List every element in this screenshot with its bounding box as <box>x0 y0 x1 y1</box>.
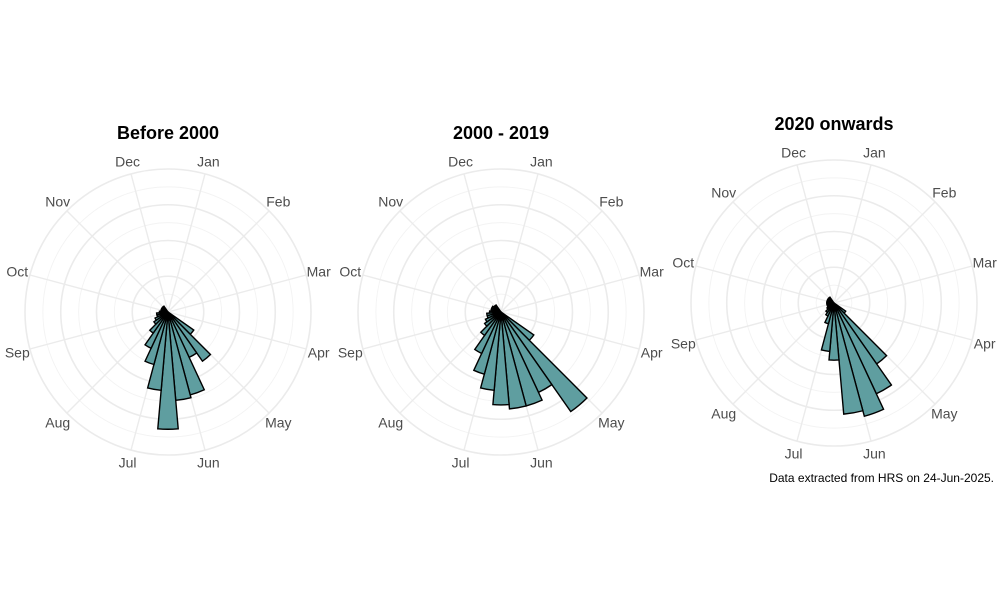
polar-panel-2020-onwards: 2020 onwards Jan Feb Mar Apr May Jun Jul Aug Sep… <box>671 114 997 462</box>
month-label: Feb <box>266 194 290 210</box>
month-label: Nov <box>378 194 403 210</box>
grid-spoke <box>66 210 169 313</box>
grid-spoke <box>695 265 835 304</box>
month-label: Apr <box>974 335 996 351</box>
month-label: Jul <box>452 455 470 471</box>
grid-ring <box>357 168 645 456</box>
month-label: Oct <box>6 264 28 280</box>
grid-spoke <box>130 173 169 313</box>
grid-spoke <box>362 311 502 350</box>
month-label: Mar <box>640 264 664 280</box>
month-label: Jul <box>119 455 137 471</box>
month-label: May <box>931 405 957 421</box>
month-label: Sep <box>671 335 696 351</box>
grid-spoke <box>399 210 502 313</box>
polar-grid <box>357 168 645 456</box>
bar <box>500 311 588 413</box>
month-label: Aug <box>378 414 403 430</box>
grid-spoke <box>833 302 973 341</box>
month-label: May <box>598 414 624 430</box>
grid-ring-minor <box>744 213 924 393</box>
month-label: Mar <box>973 255 997 271</box>
month-label: Jul <box>785 446 803 462</box>
month-label: Jan <box>863 144 886 160</box>
grid-ring <box>392 203 610 421</box>
bars <box>144 305 212 430</box>
month-label: Aug <box>711 405 736 421</box>
month-label: Dec <box>781 144 806 160</box>
grid-spoke <box>796 164 835 304</box>
month-label: Jan <box>530 153 553 169</box>
grid-spoke <box>167 210 270 313</box>
month-label: Jan <box>197 153 220 169</box>
grid-spoke <box>29 274 169 313</box>
grid-spoke <box>695 302 835 341</box>
month-label: Sep <box>5 344 30 360</box>
month-label: Feb <box>599 194 623 210</box>
grid-ring <box>690 159 978 447</box>
bar <box>828 302 840 361</box>
polar-panel-2000-2019: 2000 - 2019 Jan Feb Mar Apr May Jun Jul Aug Sep O… <box>338 123 664 471</box>
month-label: Nov <box>45 194 70 210</box>
grid-spoke <box>833 201 936 304</box>
month-label: Aug <box>45 414 70 430</box>
month-label: Dec <box>448 153 473 169</box>
panel-title: Before 2000 <box>117 123 219 143</box>
month-label: Oct <box>339 264 361 280</box>
month-label: Mar <box>307 264 331 280</box>
month-label: Oct <box>672 255 694 271</box>
grid-ring <box>24 168 312 456</box>
grid-ring-minor <box>708 177 960 429</box>
grid-spoke <box>167 274 307 313</box>
month-label: Nov <box>711 185 736 201</box>
grid-spoke <box>732 302 835 405</box>
grid-ring <box>725 194 943 412</box>
bar <box>161 305 169 313</box>
bar <box>827 296 835 304</box>
month-label: Jun <box>863 446 886 462</box>
panel-title: 2020 onwards <box>774 114 893 134</box>
grid-spoke <box>833 164 872 304</box>
month-label: Jun <box>197 455 220 471</box>
month-label: Feb <box>932 185 956 201</box>
grid-ring-minor <box>42 186 294 438</box>
grid-spoke <box>463 173 502 313</box>
panel-title: 2000 - 2019 <box>453 123 549 143</box>
month-label: Jun <box>530 455 553 471</box>
grid-ring-minor <box>375 186 627 438</box>
grid-spoke <box>732 201 835 304</box>
grid-spoke <box>362 274 502 313</box>
bars <box>472 303 588 413</box>
polar-grid <box>24 168 312 456</box>
bar <box>833 302 885 418</box>
grid-spoke <box>167 311 307 350</box>
month-label: Apr <box>308 344 330 360</box>
bar <box>492 311 510 406</box>
data-source-caption: Data extracted from HRS on 24-Jun-2025. <box>769 471 994 485</box>
bar <box>833 302 864 415</box>
grid-spoke <box>29 311 169 350</box>
grid-spoke <box>500 210 603 313</box>
month-label: Dec <box>115 153 140 169</box>
grid-spoke <box>833 265 973 304</box>
grid-spoke <box>500 173 539 313</box>
month-label: Apr <box>641 344 663 360</box>
bar <box>493 303 502 313</box>
bar <box>500 311 528 410</box>
polar-panel-before-2000: Before 2000 Jan Feb Mar Apr May Jun Jul Aug Sep O… <box>5 123 331 471</box>
grid-ring <box>761 230 907 376</box>
bar <box>157 311 179 430</box>
grid-spoke <box>500 274 640 313</box>
month-label: May <box>265 414 291 430</box>
month-label: Sep <box>338 344 363 360</box>
grid-spoke <box>500 311 640 350</box>
grid-spoke <box>167 173 206 313</box>
bar <box>167 311 212 363</box>
bars <box>820 296 893 418</box>
